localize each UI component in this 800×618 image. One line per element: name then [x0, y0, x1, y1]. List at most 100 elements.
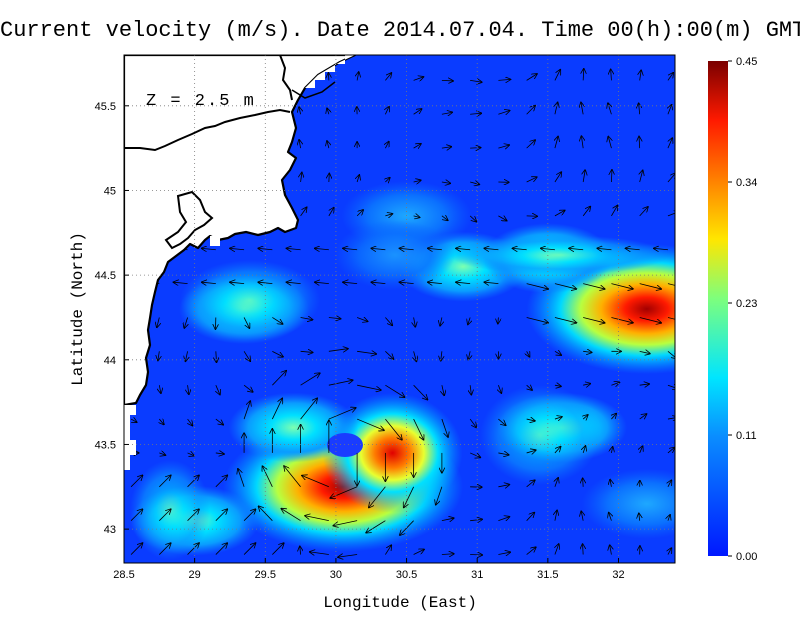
velocity-arrow [667, 173, 675, 183]
velocity-arrow [230, 248, 245, 249]
velocity-arrow [315, 248, 329, 249]
velocity-arrow [498, 453, 508, 455]
velocity-arrow [526, 106, 535, 115]
velocity-arrow [272, 371, 286, 386]
velocity-arrow [583, 544, 584, 555]
velocity-arrow [385, 384, 404, 397]
velocity-arrow [581, 103, 583, 115]
velocity-arrow [258, 282, 273, 283]
velocity-arrow [513, 248, 527, 249]
velocity-arrow [469, 418, 476, 427]
velocity-arrow [583, 478, 584, 487]
velocity-arrow [639, 384, 649, 385]
velocity-arrow [526, 547, 536, 555]
velocity-arrow [385, 73, 391, 81]
speed-hotspot [228, 392, 359, 463]
velocity-arrow [413, 109, 422, 115]
velocity-arrow [611, 317, 632, 322]
velocity-arrow [668, 138, 672, 149]
velocity-arrow [555, 103, 558, 115]
velocity-arrow [440, 317, 442, 325]
velocity-arrow [609, 513, 612, 521]
velocity-arrow [263, 466, 273, 487]
velocity-arrow [470, 385, 471, 394]
velocity-arrow [554, 385, 561, 386]
velocity-arrow [157, 317, 159, 327]
velocity-arrow [639, 103, 640, 115]
velocity-arrow [526, 513, 535, 521]
velocity-arrow [626, 248, 640, 249]
velocity-arrow [300, 398, 317, 420]
velocity-arrow [302, 476, 330, 488]
velocity-arrow [667, 283, 675, 286]
velocity-arrow [369, 486, 386, 508]
coast-inner-line [124, 108, 291, 152]
velocity-arrow [272, 317, 282, 323]
velocity-arrow [404, 486, 414, 508]
velocity-arrow [583, 69, 584, 81]
velocity-arrow [299, 107, 301, 115]
velocity-arrow [554, 70, 560, 81]
velocity-arrow [385, 214, 392, 216]
velocity-arrow [230, 282, 245, 283]
velocity-arrow [569, 248, 584, 249]
velocity-arrow [667, 385, 675, 388]
y-tick-label: 43.5 [95, 439, 116, 451]
coast-river-line [291, 81, 336, 99]
velocity-arrow [300, 547, 301, 555]
velocity-arrow [667, 417, 675, 419]
velocity-arrow [187, 475, 199, 488]
speed-hotspot [581, 468, 675, 539]
velocity-arrow [385, 317, 392, 325]
velocity-arrow [498, 418, 505, 425]
velocity-arrow [287, 282, 301, 283]
velocity-arrow [498, 145, 509, 148]
velocity-arrow [371, 248, 386, 249]
velocity-arrow [343, 282, 358, 283]
velocity-arrow [282, 509, 301, 522]
velocity-arrow [554, 283, 576, 289]
velocity-arrow [498, 552, 510, 554]
depth-label: Z = 2.5 m [146, 92, 256, 111]
velocity-arrow [158, 351, 159, 360]
velocity-arrow [338, 555, 358, 558]
velocity-arrow [259, 506, 273, 521]
velocity-arrow [300, 351, 313, 352]
velocity-arrow [441, 216, 448, 220]
velocity-arrow [243, 509, 255, 521]
velocity-arrow [287, 248, 301, 249]
velocity-arrow [436, 486, 443, 505]
velocity-arrow [343, 248, 358, 249]
velocity-arrow [441, 518, 454, 520]
velocity-arrow [238, 469, 245, 487]
velocity-arrow [243, 317, 249, 328]
velocity-arrow [215, 453, 224, 454]
velocity-vectors [124, 69, 675, 558]
velocity-arrow [583, 415, 587, 419]
velocity-arrow [611, 447, 612, 454]
velocity-arrow [187, 509, 199, 521]
velocity-arrow [526, 480, 535, 488]
velocity-arrow [328, 208, 334, 217]
x-tick-label: 31.5 [537, 569, 558, 581]
velocity-arrow [400, 248, 414, 249]
velocity-arrow [484, 282, 499, 283]
velocity-arrow [284, 466, 301, 488]
velocity-arrow [188, 385, 189, 394]
velocity-arrow [498, 385, 501, 393]
velocity-arrow [583, 351, 591, 352]
velocity-arrow [130, 475, 142, 488]
x-axis-title: Longitude (East) [323, 594, 477, 612]
current-band [180, 260, 320, 340]
velocity-arrow [597, 248, 612, 249]
velocity-arrow [305, 516, 329, 522]
velocity-arrow [498, 216, 506, 221]
velocity-arrow [413, 384, 428, 399]
velocity-arrow [215, 543, 227, 555]
velocity-arrow [271, 399, 282, 420]
velocity-arrow [385, 107, 389, 115]
velocity-arrow [187, 453, 194, 456]
velocity-field [124, 55, 675, 563]
velocity-arrow [608, 137, 611, 149]
velocity-arrow [185, 351, 187, 361]
